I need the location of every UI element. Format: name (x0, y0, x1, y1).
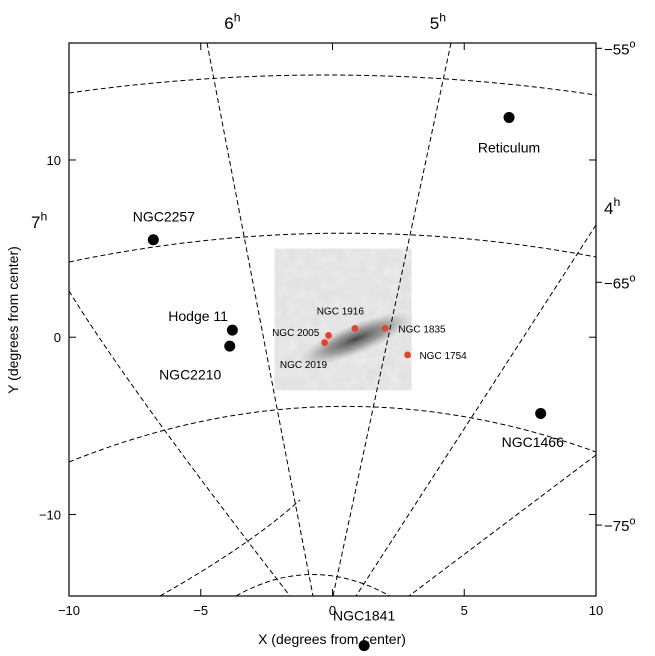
ra-line-8h (159, 499, 301, 596)
ra-line-5h (332, 43, 452, 596)
cluster-marker-ngc2210 (224, 340, 236, 352)
data-marks: Reticulum NGC2257 Hodge 11 NGC2210 NGC1466 NG… (133, 111, 564, 652)
dec-label: −65o (604, 273, 635, 293)
cluster-marker-hodge-11 (226, 324, 238, 336)
cluster-marker-ngc-2005 (325, 332, 332, 339)
dec-label: −75o (604, 515, 635, 535)
x-tick-label: 10 (589, 603, 603, 618)
y-tick-label: 10 (47, 153, 61, 168)
ra-line-4h (355, 224, 596, 596)
x-tick-label: 5 (461, 603, 468, 618)
cluster-marker-reticulum (503, 111, 515, 123)
y-tick-label: 0 (54, 330, 61, 345)
cluster-label-ngc-1835: NGC 1835 (398, 324, 446, 335)
ra-line-3h (408, 454, 596, 596)
cluster-label-ngc-1916: NGC 1916 (317, 307, 365, 318)
cluster-marker-ngc2257 (147, 234, 159, 246)
x-tick-label: −5 (193, 603, 208, 618)
ra-label-4h: 4h (604, 195, 620, 218)
cluster-marker-ngc-1754 (404, 351, 411, 359)
cluster-label-ngc1841: NGC1841 (333, 607, 395, 623)
cluster-label-ngc-2019: NGC 2019 (280, 360, 328, 371)
y-tick-label: −10 (39, 507, 61, 522)
ra-label-7h: 7h (31, 209, 47, 232)
cluster-marker-ngc1466 (535, 407, 547, 419)
cluster-label-ngc2257: NGC2257 (133, 209, 195, 225)
ra-line-6h (206, 43, 314, 596)
cluster-label-ngc-2005: NGC 2005 (272, 328, 320, 339)
ra-label-6h: 6h (224, 10, 240, 33)
cluster-marker-ngc1841 (358, 640, 370, 652)
cluster-label-ngc1466: NGC1466 (502, 434, 564, 450)
axes: −10 −5 0 5 10 −10 0 10 −55o −65o −75o 6h 5h 7h 4h (31, 10, 635, 618)
cluster-label-ngc2210: NGC2210 (159, 366, 221, 382)
dec-label: −55o (604, 39, 635, 59)
y-axis-title: Y (degrees from center) (5, 246, 21, 394)
ra-label-5h: 5h (430, 10, 446, 33)
cluster-label-ngc-1754: NGC 1754 (419, 351, 467, 362)
dec-line-minus-65 (69, 232, 596, 263)
cluster-marker-ngc-1835 (381, 324, 389, 332)
cluster-label-hodge-11: Hodge 11 (168, 308, 228, 324)
dec-line-minus-55 (69, 74, 596, 96)
cluster-marker-ngc-2019 (321, 339, 328, 346)
x-tick-label: 0 (329, 603, 336, 618)
cluster-label-reticulum: Reticulum (478, 140, 540, 156)
dec-line-minus-85 (235, 574, 391, 596)
x-axis-title: X (degrees from center) (258, 631, 406, 647)
x-tick-label: −10 (58, 603, 80, 618)
cluster-marker-ngc-1916 (351, 324, 359, 332)
lmc-inset-image (274, 248, 414, 391)
ra-line-7h (69, 290, 291, 596)
